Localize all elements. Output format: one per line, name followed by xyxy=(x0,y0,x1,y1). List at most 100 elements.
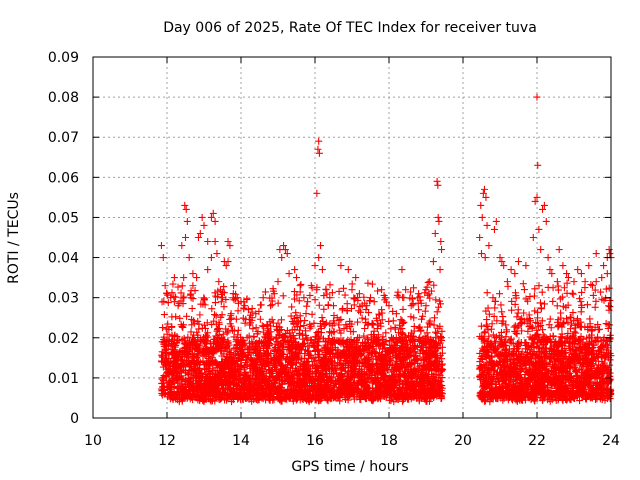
data-point xyxy=(438,361,446,369)
data-point xyxy=(482,193,490,201)
data-point xyxy=(490,312,498,320)
data-point xyxy=(162,358,170,366)
data-point xyxy=(269,285,277,293)
data-point xyxy=(286,385,294,393)
data-point xyxy=(255,307,263,315)
data-point xyxy=(161,346,169,354)
data-point xyxy=(289,367,297,375)
data-point xyxy=(485,242,493,250)
data-point xyxy=(198,213,206,221)
data-point xyxy=(367,395,375,403)
data-point xyxy=(199,382,207,390)
data-point xyxy=(261,341,269,349)
data-point xyxy=(361,378,369,386)
data-point xyxy=(420,394,428,402)
data-point xyxy=(481,254,489,262)
data-point xyxy=(423,283,431,291)
data-point xyxy=(199,346,207,354)
data-point xyxy=(438,349,446,357)
data-point xyxy=(336,394,344,402)
data-point xyxy=(415,306,423,314)
data-point xyxy=(415,389,423,397)
data-point xyxy=(314,337,322,345)
data-point xyxy=(331,362,339,370)
data-point xyxy=(540,201,548,209)
data-point xyxy=(323,290,331,298)
data-point xyxy=(234,351,242,359)
data-point xyxy=(277,369,285,377)
data-point xyxy=(269,373,277,381)
data-point xyxy=(178,394,186,402)
data-point xyxy=(233,345,241,353)
data-point xyxy=(306,291,314,299)
data-point xyxy=(542,217,550,225)
data-point xyxy=(202,333,210,341)
data-point xyxy=(411,343,419,351)
data-point xyxy=(393,291,401,299)
data-point xyxy=(315,301,323,309)
data-point xyxy=(324,382,332,390)
data-point xyxy=(320,305,328,313)
data-point xyxy=(478,213,486,221)
data-point xyxy=(200,295,208,303)
data-point xyxy=(433,376,441,384)
data-point xyxy=(422,339,430,347)
data-point xyxy=(437,238,445,246)
data-point xyxy=(157,242,165,250)
data-point xyxy=(362,306,370,314)
data-point xyxy=(317,242,325,250)
data-point xyxy=(370,298,378,306)
data-point xyxy=(535,282,543,290)
data-point xyxy=(402,384,410,392)
data-point xyxy=(290,340,298,348)
data-point xyxy=(340,325,348,333)
data-point xyxy=(162,289,170,297)
data-point xyxy=(213,345,221,353)
data-point xyxy=(196,337,204,345)
data-point xyxy=(576,295,584,303)
data-point xyxy=(222,344,230,352)
data-point xyxy=(438,327,446,335)
data-point xyxy=(175,363,183,371)
data-point xyxy=(419,347,427,355)
data-point xyxy=(252,348,260,356)
data-point xyxy=(433,329,441,337)
data-point xyxy=(331,380,339,388)
data-point xyxy=(165,326,173,334)
data-point xyxy=(414,386,422,394)
data-point xyxy=(232,315,240,323)
data-point xyxy=(430,321,438,329)
data-point xyxy=(434,213,442,221)
data-point xyxy=(570,278,578,286)
data-point xyxy=(402,343,410,351)
data-point xyxy=(430,361,438,369)
data-point xyxy=(497,301,505,309)
data-point xyxy=(533,193,541,201)
data-point xyxy=(262,396,270,404)
data-point xyxy=(429,380,437,388)
data-point xyxy=(378,309,386,317)
data-point xyxy=(405,381,413,389)
data-point xyxy=(292,309,300,317)
data-point xyxy=(318,266,326,274)
data-point xyxy=(253,370,261,378)
data-point xyxy=(200,321,208,329)
data-point xyxy=(413,393,421,401)
data-point xyxy=(379,345,387,353)
data-point xyxy=(189,270,197,278)
data-point xyxy=(230,282,238,290)
data-point xyxy=(401,333,409,341)
data-point xyxy=(512,329,520,337)
data-point xyxy=(216,377,224,385)
data-point xyxy=(563,270,571,278)
data-point xyxy=(306,351,314,359)
data-point xyxy=(164,320,172,328)
data-point xyxy=(371,376,379,384)
data-point xyxy=(207,358,215,366)
data-point xyxy=(248,338,256,346)
data-point xyxy=(373,386,381,394)
data-point xyxy=(246,311,254,319)
data-point xyxy=(218,394,226,402)
data-point xyxy=(403,385,411,393)
data-point xyxy=(383,298,391,306)
